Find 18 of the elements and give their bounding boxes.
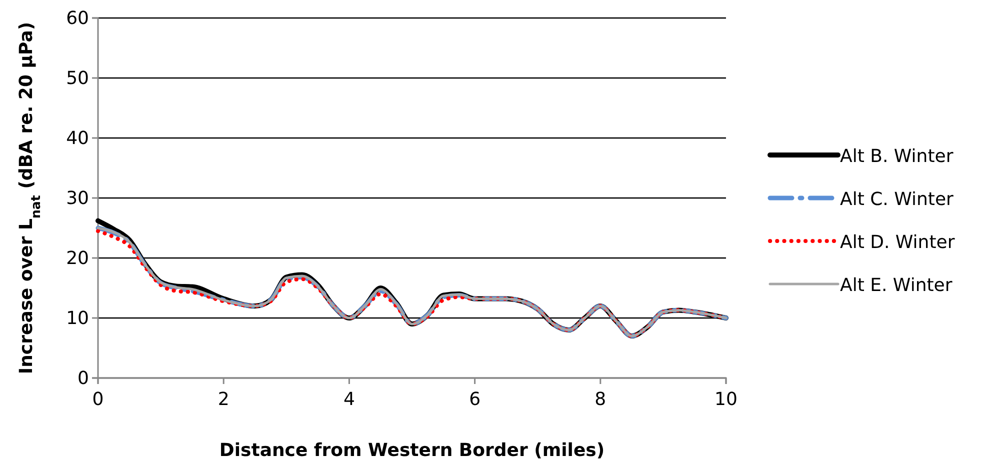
y-tick-label: 20 — [66, 248, 89, 269]
legend-label: Alt C. Winter — [840, 189, 954, 210]
x-tick-label: 10 — [714, 389, 738, 410]
y-tick-label: 50 — [66, 68, 89, 89]
x-tick-label: 4 — [343, 389, 355, 410]
x-tick-label: 8 — [594, 389, 606, 410]
x-tick-label: 0 — [92, 389, 104, 410]
y-tick-label: 30 — [66, 188, 89, 209]
legend-label: Alt D. Winter — [840, 232, 956, 253]
y-tick-label: 60 — [66, 8, 89, 29]
x-axis-title: Distance from Western Border (miles) — [219, 440, 605, 461]
y-tick-label: 10 — [66, 308, 89, 329]
y-tick-label: 40 — [66, 128, 89, 149]
legend-label: Alt B. Winter — [840, 146, 954, 167]
x-tick-label: 6 — [469, 389, 481, 410]
y-tick-label: 0 — [78, 368, 89, 389]
x-tick-label: 2 — [218, 389, 230, 410]
legend-label: Alt E. Winter — [840, 275, 953, 296]
